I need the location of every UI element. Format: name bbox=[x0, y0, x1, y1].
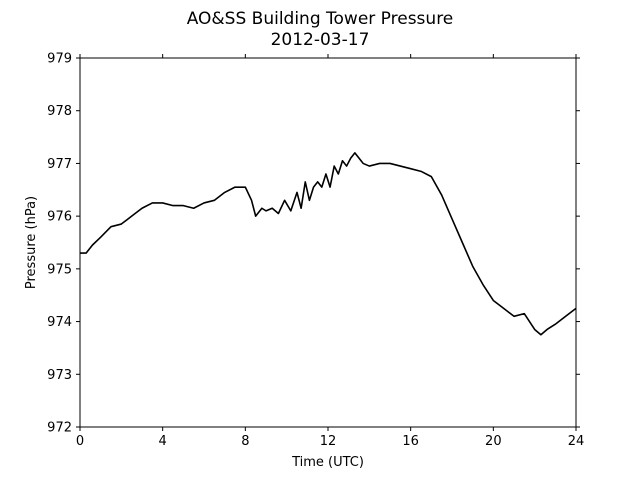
x-tick-label: 0 bbox=[76, 434, 84, 449]
x-tick-label: 12 bbox=[320, 434, 337, 449]
x-tick-label: 24 bbox=[568, 434, 585, 449]
y-tick-label: 978 bbox=[47, 104, 72, 119]
x-tick-label: 20 bbox=[485, 434, 502, 449]
y-tick-label: 976 bbox=[47, 210, 72, 225]
y-axis-label: Pressure (hPa) bbox=[24, 196, 39, 289]
x-axis-label: Time (UTC) bbox=[291, 455, 364, 470]
x-tick-label: 8 bbox=[241, 434, 249, 449]
y-tick-label: 975 bbox=[47, 262, 72, 277]
plot-area bbox=[80, 152, 577, 336]
chart-subtitle: 2012-03-17 bbox=[271, 30, 370, 50]
axis-ticks: 0 4 8 12 16 20 24 972 973 974 975 976 977 978 979 bbox=[47, 52, 584, 450]
x-tick-label: 4 bbox=[159, 434, 167, 449]
y-tick-label: 972 bbox=[47, 421, 72, 436]
pressure-line-series-0 bbox=[80, 152, 577, 336]
y-tick-label: 977 bbox=[47, 157, 72, 172]
plot-frame bbox=[79, 57, 577, 428]
y-tick-label: 974 bbox=[47, 315, 72, 330]
x-tick-label: 16 bbox=[402, 434, 419, 449]
y-tick-label: 979 bbox=[47, 52, 72, 67]
chart-title: AO&SS Building Tower Pressure bbox=[187, 9, 454, 29]
y-tick-label: 973 bbox=[47, 368, 72, 383]
